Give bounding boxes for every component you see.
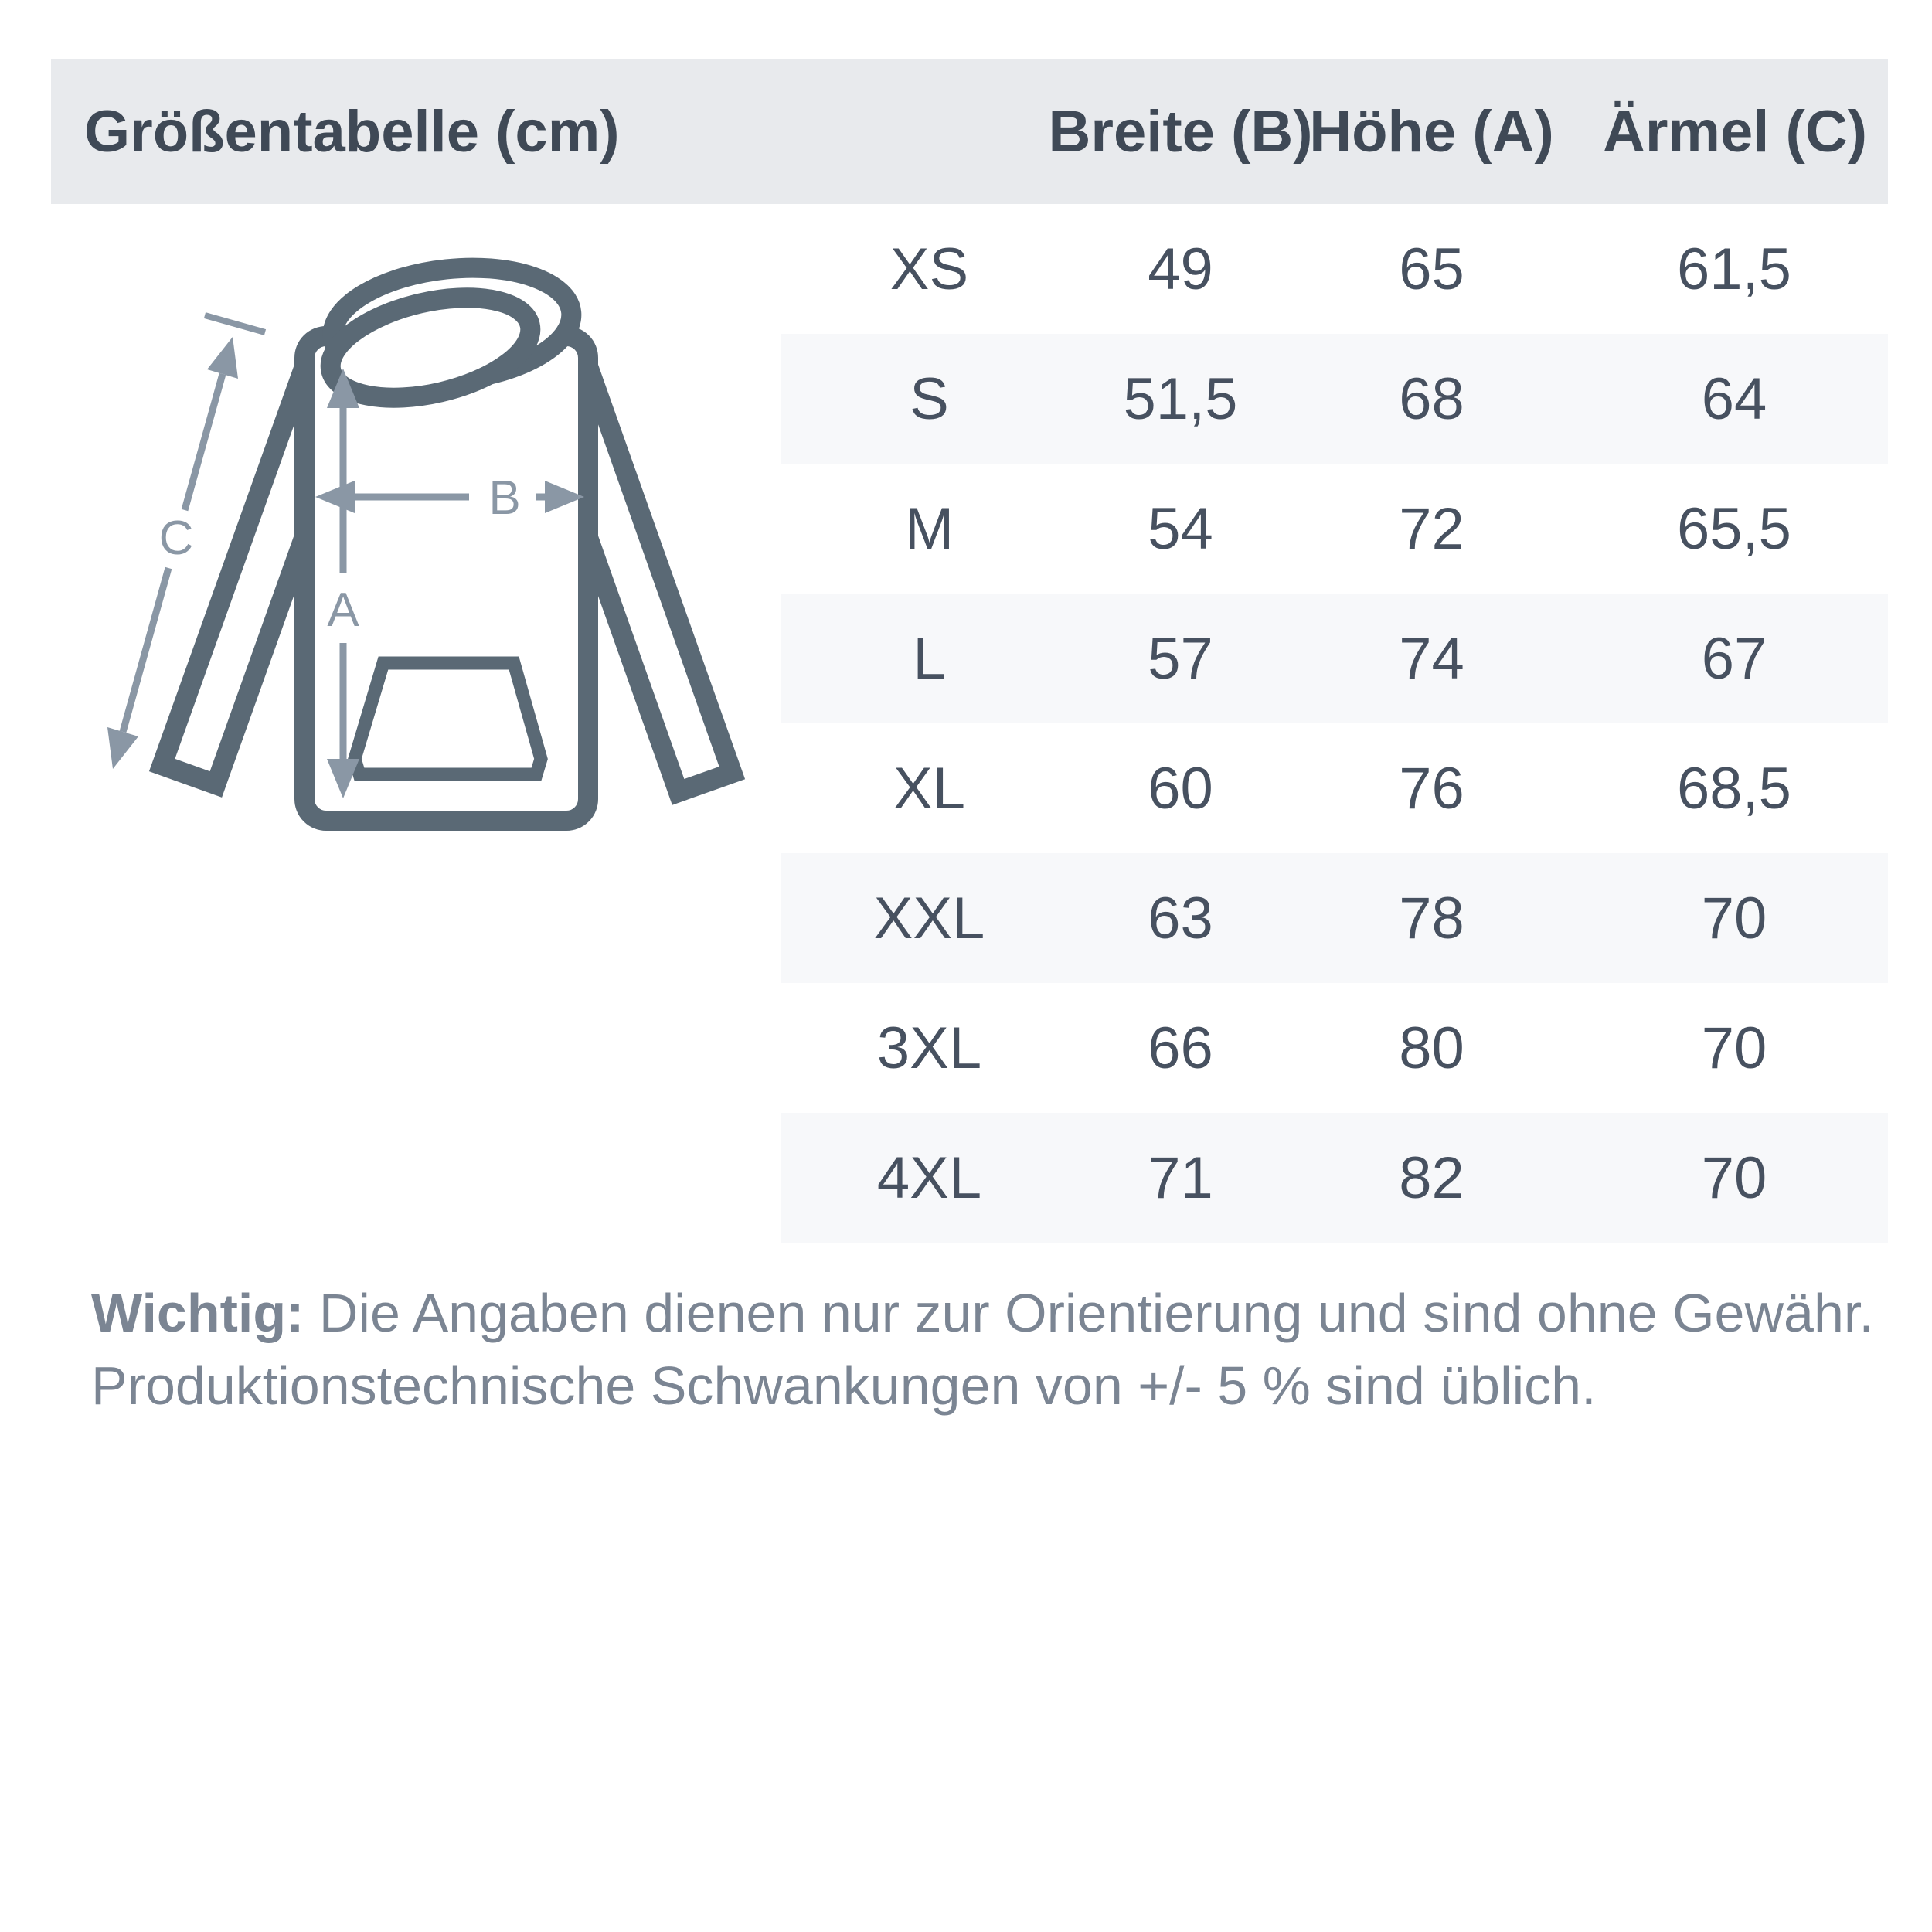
aermel-value: 70: [1701, 1015, 1767, 1081]
size-table: XS 49 65 61,5 S 51,5 68 64 M 54 72 65,5 …: [781, 204, 1888, 1243]
breite-value: 54: [1148, 495, 1213, 562]
hoehe-value: 76: [1399, 755, 1464, 821]
disclaimer-note: Wichtig: Die Angaben dienen nur zur Orie…: [91, 1277, 1892, 1422]
breite-value: 51,5: [1123, 366, 1238, 432]
table-row: XS 49 65 61,5: [781, 204, 1888, 334]
table-row: 3XL 66 80 70: [781, 983, 1888, 1113]
table-header: Größentabelle (cm) Breite (B) Höhe (A) Ä…: [51, 59, 1888, 204]
size-label: L: [913, 625, 946, 692]
table-row: L 57 74 67: [781, 594, 1888, 723]
size-label: S: [910, 366, 949, 432]
pocket-icon: [348, 656, 548, 781]
table-row: M 54 72 65,5: [781, 464, 1888, 594]
column-header-breite: Breite (B): [1048, 98, 1313, 165]
aermel-value: 70: [1701, 885, 1767, 951]
table-row: S 51,5 68 64: [781, 334, 1888, 464]
size-label: XS: [889, 236, 969, 302]
hoehe-value: 78: [1399, 885, 1464, 951]
size-label: 3XL: [876, 1015, 982, 1081]
width-arrow: [315, 481, 584, 513]
table-row: 4XL 71 82 70: [781, 1113, 1888, 1243]
hoehe-value: 68: [1399, 366, 1464, 432]
breite-value: 66: [1148, 1015, 1213, 1081]
hoehe-value: 72: [1399, 495, 1464, 562]
aermel-value: 67: [1701, 625, 1767, 692]
hoehe-value: 74: [1399, 625, 1464, 692]
aermel-value: 70: [1701, 1145, 1767, 1211]
sleeve-arrow: [107, 312, 267, 769]
sleeve-label: C: [159, 512, 194, 565]
breite-value: 71: [1148, 1145, 1213, 1211]
breite-value: 60: [1148, 755, 1213, 821]
breite-value: 63: [1148, 885, 1213, 951]
disclaimer-line-1-text: Die Angaben dienen nur zur Orientierung …: [304, 1283, 1874, 1343]
disclaimer-bold-prefix: Wichtig:: [91, 1283, 304, 1343]
size-label: M: [904, 495, 954, 562]
column-header-hoehe: Höhe (A): [1309, 98, 1554, 165]
hoehe-value: 82: [1399, 1145, 1464, 1211]
table-row: XXL 63 78 70: [781, 853, 1888, 983]
size-label: 4XL: [876, 1145, 982, 1211]
height-label: A: [327, 583, 359, 637]
hoehe-value: 80: [1399, 1015, 1464, 1081]
hoehe-value: 65: [1399, 236, 1464, 302]
hoodie-diagram: A B C: [107, 257, 746, 831]
aermel-value: 65,5: [1677, 495, 1791, 562]
aermel-value: 64: [1701, 366, 1767, 432]
size-label: XL: [893, 755, 965, 821]
aermel-value: 68,5: [1677, 755, 1791, 821]
size-label: XXL: [873, 885, 985, 951]
breite-value: 49: [1148, 236, 1213, 302]
hood-icon: [320, 257, 582, 408]
disclaimer-line-2: Produktionstechnische Schwankungen von +…: [91, 1355, 1597, 1416]
column-header-aermel: Ärmel (C): [1602, 98, 1868, 165]
table-row: XL 60 76 68,5: [781, 723, 1888, 853]
page-title: Größentabelle (cm): [84, 98, 620, 165]
breite-value: 57: [1148, 625, 1213, 692]
width-label: B: [488, 471, 520, 525]
disclaimer-line-1: Wichtig: Die Angaben dienen nur zur Orie…: [91, 1277, 1892, 1349]
aermel-value: 61,5: [1677, 236, 1791, 302]
